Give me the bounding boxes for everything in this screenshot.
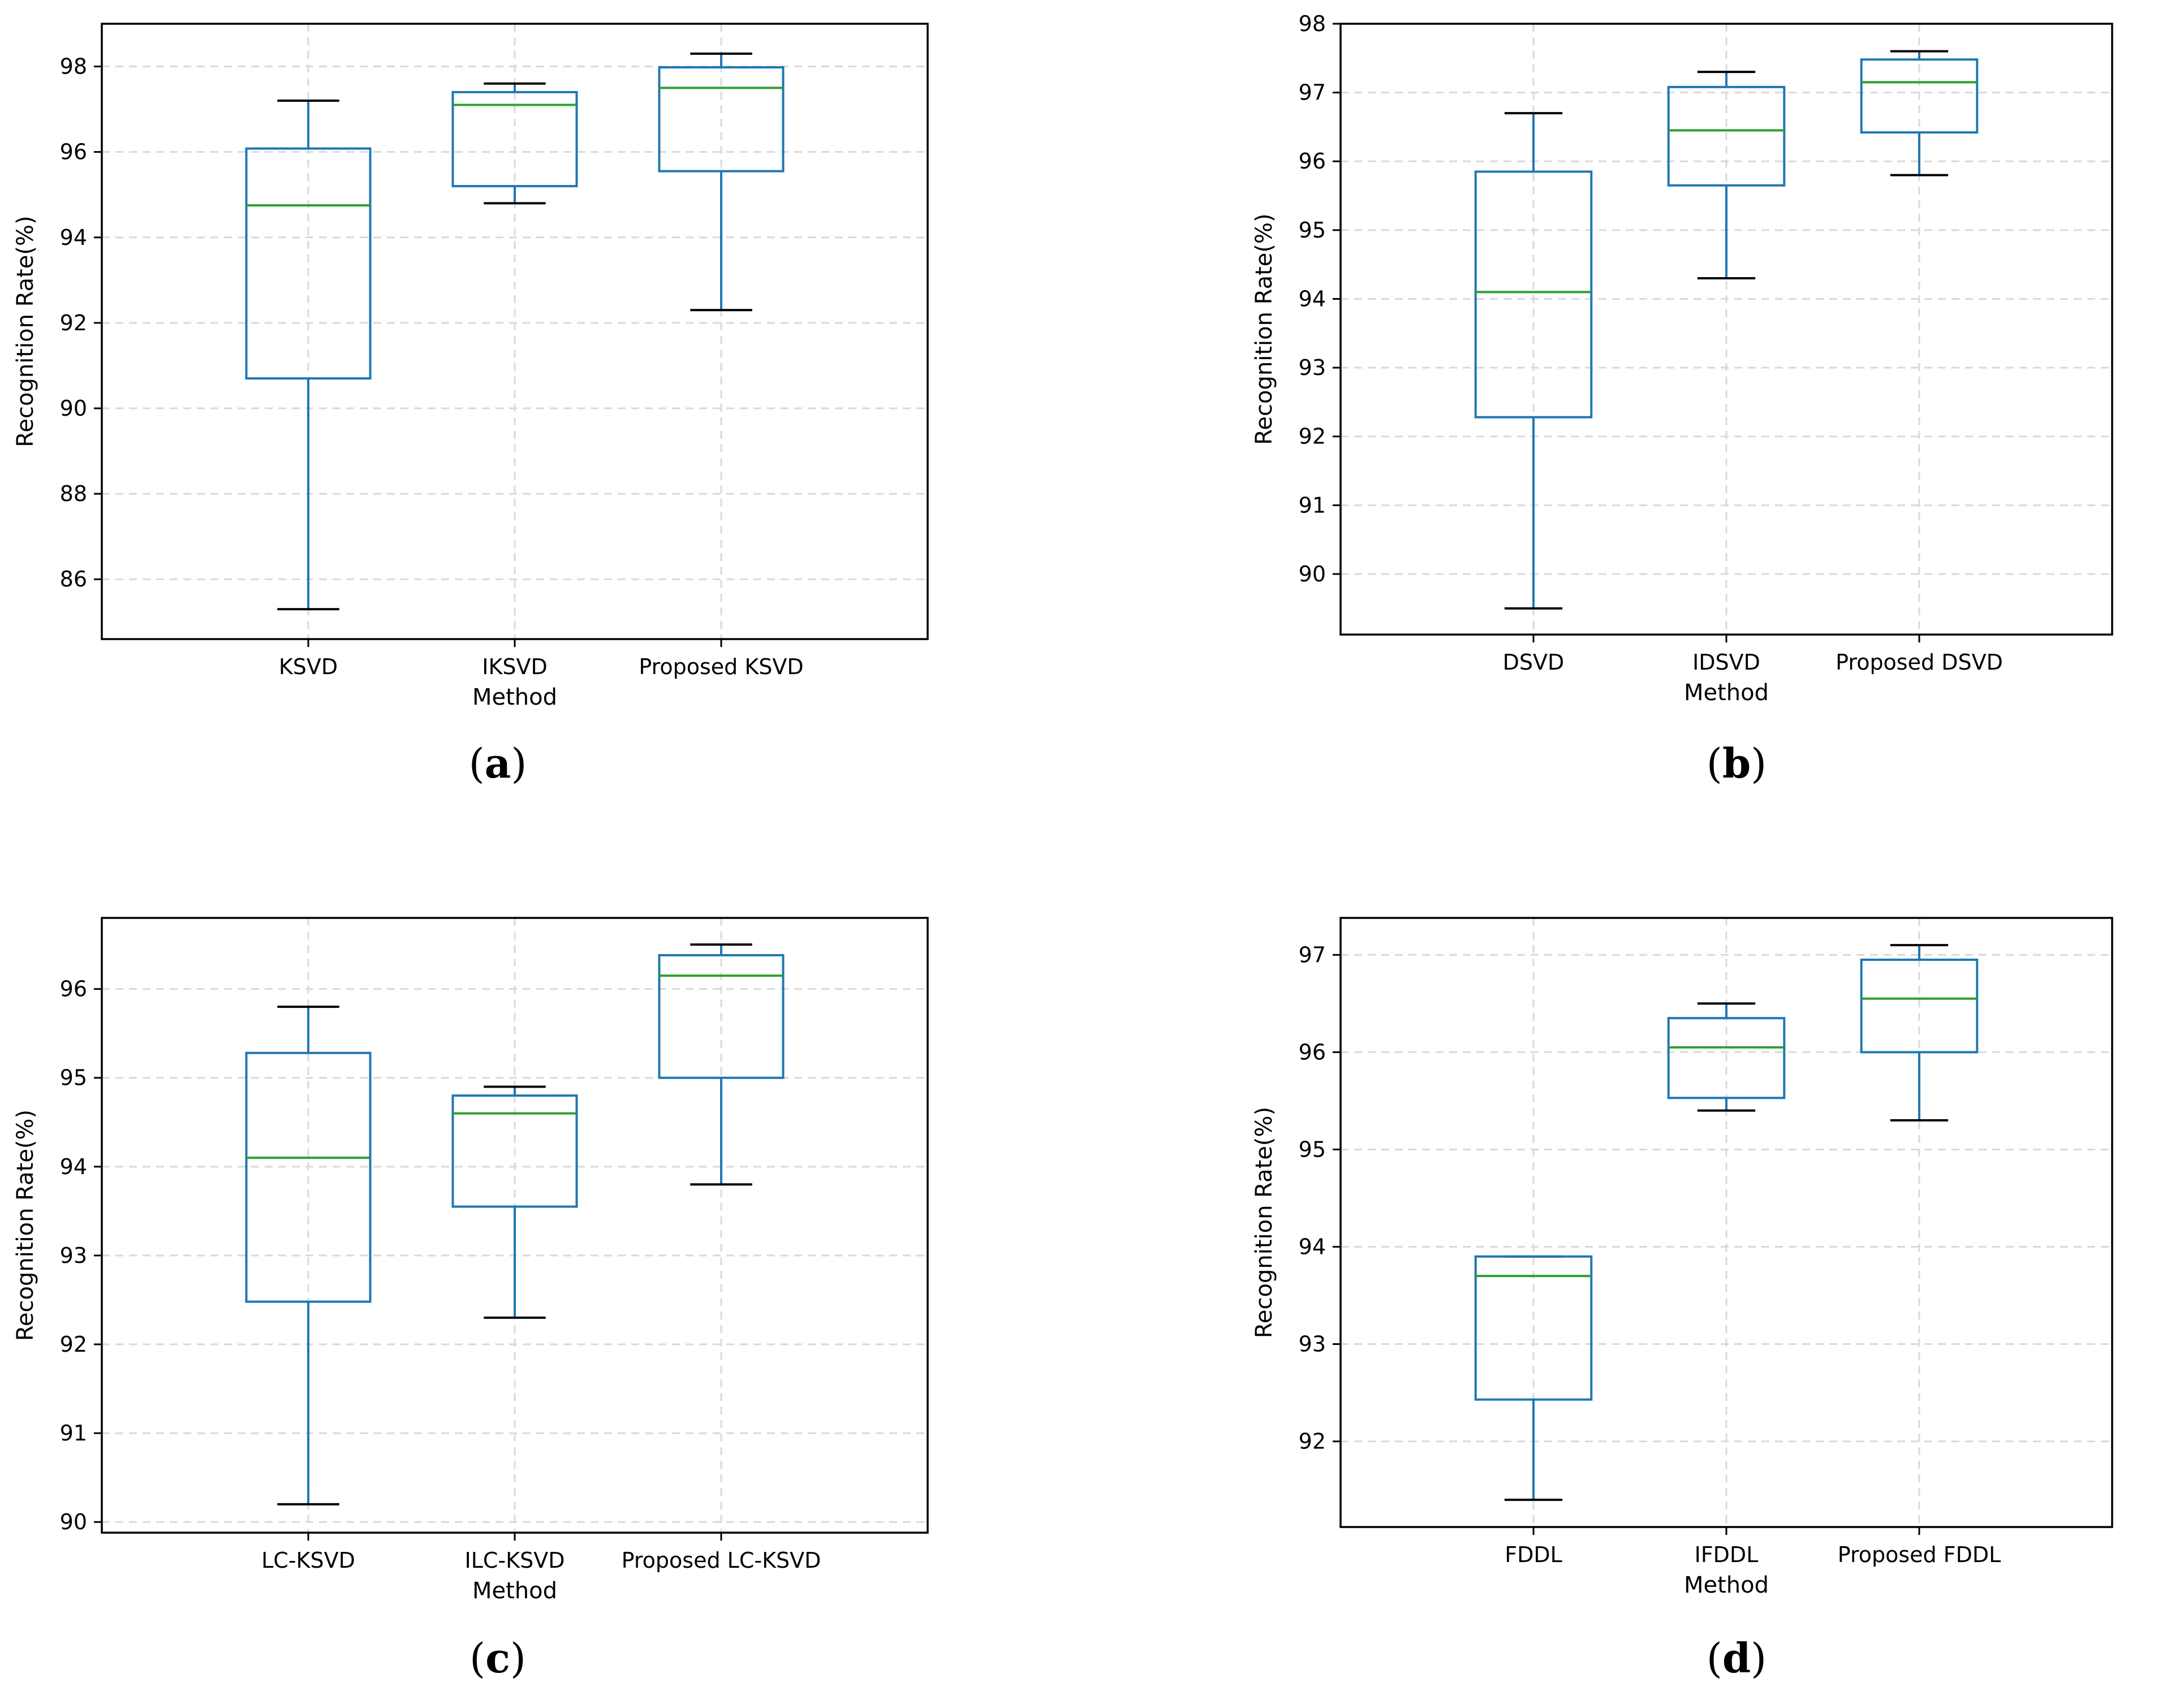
- y-axis-label: Recognition Rate(%): [12, 215, 38, 447]
- x-tick-label: Proposed FDDL: [1838, 1542, 2001, 1567]
- y-tick-label: 95: [1299, 1137, 1326, 1162]
- panel-caption: (d): [1707, 1634, 1767, 1682]
- panel-d: 92 93 94 95 96 97 FDDL IFDDL Proposed FDDL Method…: [1251, 917, 2113, 1682]
- y-tick-label: 93: [1299, 355, 1326, 380]
- x-tick-label: IDSVD: [1692, 650, 1760, 675]
- box-proposed-ksvd: [658, 52, 785, 312]
- y-axis-label: Recognition Rate(%): [1251, 1107, 1277, 1338]
- x-tick-label: LC-KSVD: [261, 1548, 355, 1573]
- x-tick-label: Proposed KSVD: [639, 654, 803, 679]
- box-proposed-lc-ksvd: [658, 943, 785, 1186]
- y-tick-label: 96: [1299, 149, 1326, 174]
- y-tick-label: 88: [60, 481, 87, 506]
- x-tick-label: FDDL: [1505, 1542, 1562, 1567]
- panel-caption: (c): [469, 1634, 526, 1682]
- iqr-box: [1474, 1255, 1593, 1401]
- box-idsvd: [1667, 71, 1786, 279]
- box-lc-ksvd: [245, 1006, 372, 1506]
- panel-a: 86 88 90 92 94 96 98 KSVD IKSVD Proposed KSVD Meth…: [12, 23, 929, 787]
- iqr-box: [1860, 958, 1979, 1054]
- x-tick-label: Proposed LC-KSVD: [622, 1548, 821, 1573]
- iqr-box: [1667, 1017, 1786, 1099]
- x-tick-label: Proposed DSVD: [1836, 650, 2003, 675]
- iqr-box: [1667, 85, 1786, 187]
- y-axis-label: Recognition Rate(%): [1251, 213, 1277, 445]
- x-axis-label: Method: [1684, 680, 1769, 706]
- box-ksvd: [245, 100, 372, 611]
- y-tick-label: 96: [1299, 1040, 1326, 1064]
- box-proposed-dsvd: [1860, 50, 1979, 176]
- panel-caption: (b): [1707, 739, 1767, 787]
- y-tick-label: 90: [1299, 562, 1326, 586]
- iqr-box: [245, 1051, 372, 1303]
- panel-b: 90 91 92 93 94 95 96 97 98 DSVD IDSVD Proposed DSVD…: [1251, 11, 2113, 787]
- box-proposed-fddl: [1860, 944, 1979, 1122]
- x-axis-label: Method: [472, 684, 557, 710]
- box-fddl: [1474, 1255, 1593, 1501]
- y-tick-label: 98: [1299, 11, 1326, 36]
- iqr-box: [658, 954, 785, 1079]
- x-tick-label: KSVD: [279, 654, 338, 679]
- y-axis-label: Recognition Rate(%): [12, 1110, 38, 1341]
- y-tick-label: 91: [1299, 493, 1326, 517]
- iqr-box: [451, 1094, 578, 1208]
- x-tick-label: DSVD: [1503, 650, 1565, 675]
- box-iksvd: [451, 82, 578, 205]
- y-tick-label: 92: [60, 310, 87, 335]
- y-tick-label: 94: [60, 1154, 87, 1179]
- iqr-box: [1474, 170, 1593, 419]
- x-axis-label: Method: [1684, 1572, 1769, 1598]
- x-axis-label: Method: [472, 1578, 557, 1604]
- iqr-box: [451, 90, 578, 188]
- y-tick-label: 92: [60, 1332, 87, 1357]
- y-tick-label: 91: [60, 1421, 87, 1446]
- y-tick-label: 98: [60, 54, 87, 79]
- iqr-box: [1860, 58, 1979, 134]
- y-tick-label: 92: [1299, 1429, 1326, 1454]
- x-tick-label: ILC-KSVD: [465, 1548, 565, 1573]
- y-tick-label: 90: [60, 1509, 87, 1534]
- y-tick-label: 97: [1299, 942, 1326, 967]
- panel-c: 90 91 92 93 94 95 96 LC-KSVD ILC-KSVD Proposed LC…: [12, 917, 929, 1682]
- y-tick-label: 96: [60, 140, 87, 165]
- box-ilc-ksvd: [451, 1085, 578, 1319]
- y-tick-label: 92: [1299, 424, 1326, 449]
- box-ifddl: [1667, 1002, 1786, 1112]
- y-tick-label: 93: [1299, 1332, 1326, 1357]
- y-tick-label: 95: [60, 1066, 87, 1090]
- y-tick-label: 95: [1299, 218, 1326, 243]
- y-tick-label: 94: [1299, 286, 1326, 311]
- y-tick-label: 97: [1299, 80, 1326, 105]
- iqr-box: [245, 147, 372, 380]
- y-tick-label: 90: [60, 396, 87, 421]
- y-tick-label: 94: [60, 225, 87, 250]
- y-tick-label: 93: [60, 1243, 87, 1268]
- y-tick-label: 94: [1299, 1235, 1326, 1260]
- x-tick-label: IKSVD: [482, 654, 548, 679]
- y-tick-label: 86: [60, 567, 87, 592]
- box-dsvd: [1474, 112, 1593, 610]
- iqr-box: [658, 66, 785, 172]
- panel-caption: (a): [469, 739, 527, 787]
- y-tick-label: 96: [60, 977, 87, 1002]
- x-tick-label: IFDDL: [1695, 1542, 1759, 1567]
